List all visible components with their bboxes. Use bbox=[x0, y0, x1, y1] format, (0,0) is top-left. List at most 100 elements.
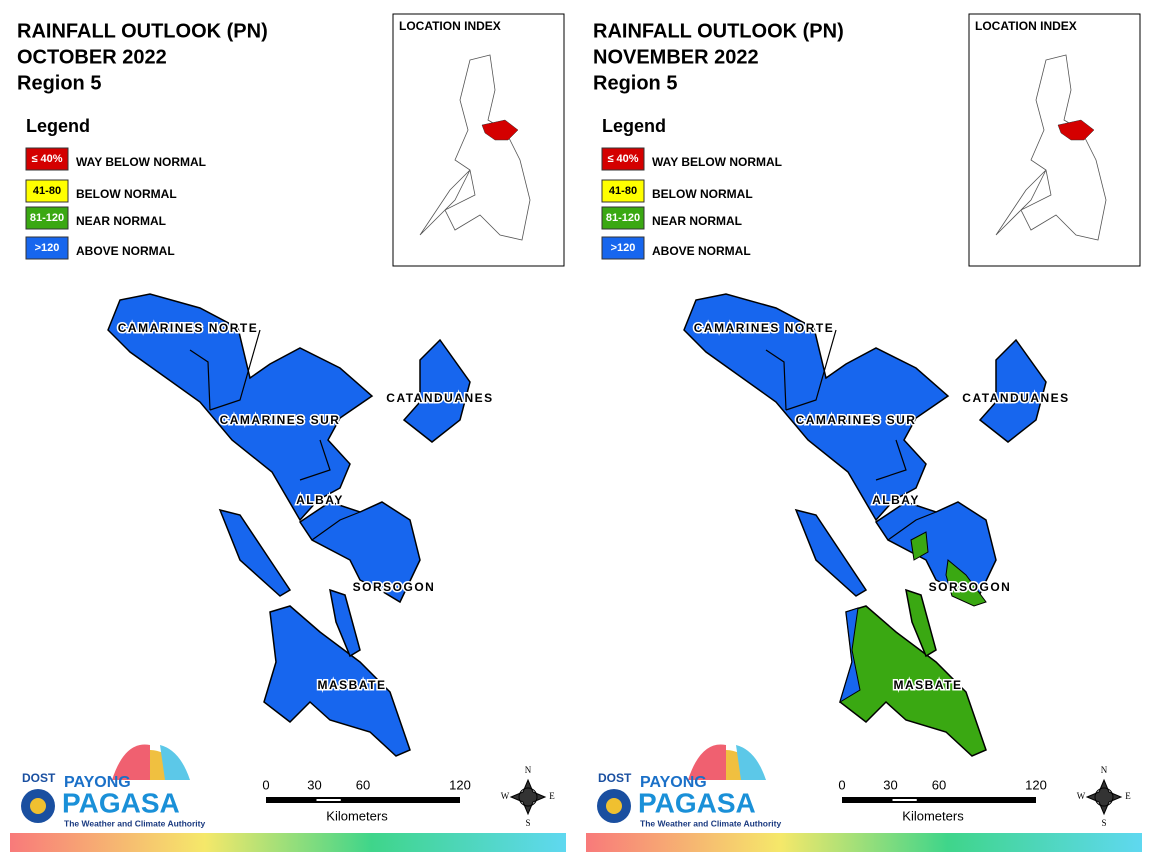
logo-pagasa: PAGASA bbox=[638, 787, 756, 818]
province-shape bbox=[683, 293, 950, 522]
umbrella-left bbox=[688, 744, 726, 780]
philippines-outline bbox=[995, 54, 1107, 241]
province-label: MASBATE bbox=[318, 678, 387, 692]
scale-bar bbox=[842, 797, 1036, 803]
province-shape bbox=[794, 508, 868, 597]
near-normal-area bbox=[945, 559, 987, 607]
province-label: CAMARINES SUR bbox=[796, 413, 917, 427]
legend-label: BELOW NORMAL bbox=[652, 187, 753, 201]
location-index-title: LOCATION INDEX bbox=[975, 19, 1077, 33]
province-label: ALBAY bbox=[872, 493, 920, 507]
scale-tick-label: 120 bbox=[449, 777, 471, 792]
compass-ring bbox=[1094, 787, 1114, 807]
scale-tick-label: 0 bbox=[262, 777, 269, 792]
legend-key: 41-80 bbox=[33, 185, 61, 197]
compass-letter: E bbox=[549, 791, 555, 801]
legend-key: >120 bbox=[611, 242, 636, 254]
legend-swatch bbox=[601, 206, 645, 230]
logo-payong: PAYONG bbox=[640, 774, 707, 791]
scale-tick-label: 0 bbox=[838, 777, 845, 792]
logo-dost: DOST bbox=[22, 771, 56, 785]
legend-label: WAY BELOW NORMAL bbox=[76, 155, 206, 169]
legend-label: NEAR NORMAL bbox=[76, 214, 166, 228]
legend-title: Legend bbox=[602, 116, 666, 136]
legend-swatch bbox=[601, 147, 645, 171]
legend-key: >120 bbox=[35, 242, 60, 254]
scale-segment bbox=[316, 799, 341, 801]
scale-unit: Kilometers bbox=[326, 808, 388, 823]
above-normal-area bbox=[839, 607, 861, 704]
pagasa-seal-inner bbox=[30, 798, 46, 814]
legend-key: 81-120 bbox=[606, 212, 640, 224]
region-highlight bbox=[481, 119, 519, 141]
legend-key: 81-120 bbox=[30, 212, 64, 224]
province-shape bbox=[218, 508, 292, 597]
legend-label: NEAR NORMAL bbox=[652, 214, 742, 228]
panel-title: Region 5 bbox=[593, 72, 677, 94]
legend-swatch bbox=[25, 236, 69, 260]
province-shape bbox=[905, 588, 937, 658]
scale-tick-label: 60 bbox=[356, 777, 370, 792]
legend-key: ≤ 40% bbox=[31, 153, 62, 165]
legend-key: 41-80 bbox=[609, 185, 637, 197]
province-border bbox=[189, 329, 361, 541]
legend-label: BELOW NORMAL bbox=[76, 187, 177, 201]
scale-tick-label: 30 bbox=[307, 777, 321, 792]
scale-unit: Kilometers bbox=[902, 808, 964, 823]
pagasa-seal-inner bbox=[606, 798, 622, 814]
compass-letter: N bbox=[525, 765, 532, 775]
compass-rose bbox=[509, 778, 547, 816]
panel: RAINFALL OUTLOOK (PN) OCTOBER 2022 Region … bbox=[10, 13, 566, 852]
province-shape bbox=[978, 338, 1047, 443]
logo-pagasa: PAGASA bbox=[62, 787, 180, 818]
compass-letter: S bbox=[525, 818, 530, 828]
province-label: ALBAY bbox=[296, 493, 344, 507]
province-label: SORSOGON bbox=[353, 580, 436, 594]
legend-swatch bbox=[25, 179, 69, 203]
panel-title: Region 5 bbox=[17, 72, 101, 94]
province-label: CAMARINES SUR bbox=[220, 413, 341, 427]
compass-letter: S bbox=[1101, 818, 1106, 828]
scale-tick-label: 30 bbox=[883, 777, 897, 792]
legend-key: ≤ 40% bbox=[607, 153, 638, 165]
province-shape bbox=[107, 293, 374, 522]
compass-letter: N bbox=[1101, 765, 1108, 775]
province-label: CAMARINES NORTE bbox=[694, 321, 835, 335]
compass-ring bbox=[518, 787, 538, 807]
location-index-title: LOCATION INDEX bbox=[399, 19, 501, 33]
logo-tagline: The Weather and Climate Authority bbox=[640, 818, 781, 828]
province-shape bbox=[263, 605, 411, 757]
province-label: CATANDUANES bbox=[962, 391, 1069, 405]
legend-label: ABOVE NORMAL bbox=[76, 244, 175, 258]
legend-title: Legend bbox=[26, 116, 90, 136]
province-label: MASBATE bbox=[894, 678, 963, 692]
logo-tagline: The Weather and Climate Authority bbox=[64, 818, 205, 828]
legend-label: ABOVE NORMAL bbox=[652, 244, 751, 258]
umbrella-right bbox=[160, 745, 190, 780]
compass-letter: W bbox=[501, 791, 510, 801]
umbrella-right bbox=[736, 745, 766, 780]
province-border bbox=[765, 329, 937, 541]
region-highlight bbox=[1057, 119, 1095, 141]
logo-payong: PAYONG bbox=[64, 774, 131, 791]
compass-rose bbox=[1085, 778, 1123, 816]
panel-title: NOVEMBER 2022 bbox=[593, 46, 759, 68]
scale-segment bbox=[892, 799, 917, 801]
province-label: SORSOGON bbox=[929, 580, 1012, 594]
color-band bbox=[10, 833, 566, 852]
province-label: CATANDUANES bbox=[386, 391, 493, 405]
province-shape bbox=[329, 588, 361, 658]
panel-title: OCTOBER 2022 bbox=[17, 46, 167, 68]
compass-letter: W bbox=[1077, 791, 1086, 801]
color-band bbox=[586, 833, 1142, 852]
panel: RAINFALL OUTLOOK (PN) NOVEMBER 2022 Region… bbox=[586, 13, 1142, 852]
panel-title: RAINFALL OUTLOOK (PN) bbox=[593, 20, 844, 42]
legend-swatch bbox=[25, 147, 69, 171]
compass-letter: E bbox=[1125, 791, 1131, 801]
legend-swatch bbox=[25, 206, 69, 230]
province-shape bbox=[839, 605, 987, 757]
scale-bar bbox=[266, 797, 460, 803]
legend-label: WAY BELOW NORMAL bbox=[652, 155, 782, 169]
panel-title: RAINFALL OUTLOOK (PN) bbox=[17, 20, 268, 42]
